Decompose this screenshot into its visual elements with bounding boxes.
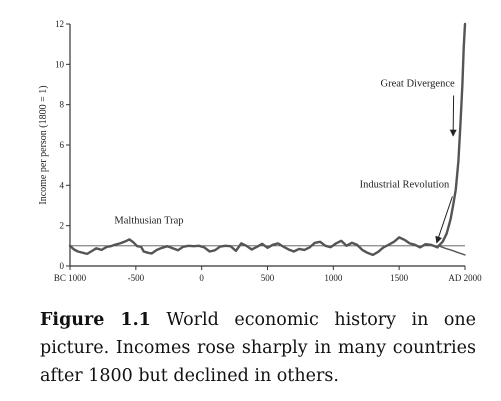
caption-text: World economic history in one picture. I… bbox=[40, 310, 476, 386]
y-tick-label: 2 bbox=[60, 221, 65, 231]
annotation-label: Great Divergence bbox=[381, 79, 455, 90]
series-line-1 bbox=[68, 236, 440, 257]
x-tick-label: 500 bbox=[261, 273, 275, 283]
y-tick-label: 12 bbox=[55, 19, 64, 29]
y-tick-label: 10 bbox=[55, 59, 65, 69]
annotation-label: Industrial Revolution bbox=[360, 179, 450, 190]
x-tick-label: -500 bbox=[128, 273, 145, 283]
x-tick-label: 0 bbox=[199, 273, 204, 283]
x-tick-label: 1500 bbox=[390, 273, 409, 283]
y-tick-label: 6 bbox=[60, 140, 65, 150]
y-tick-label: 4 bbox=[60, 180, 65, 190]
annotation-label: Malthusian Trap bbox=[114, 216, 183, 227]
y-tick-label: 8 bbox=[60, 100, 65, 110]
x-tick-label: AD 2000 bbox=[448, 273, 482, 283]
chart: 0 2 4 6 8 10 12 BC 1000 -500 0 500 1000 1500 AD 2000 I… bbox=[38, 19, 482, 283]
series-line-3 bbox=[438, 245, 466, 256]
annotation-arrow bbox=[435, 196, 453, 244]
x-tick-label: BC 1000 bbox=[54, 273, 87, 283]
x-tick-label: 1000 bbox=[324, 273, 343, 283]
series-line-2 bbox=[437, 22, 467, 248]
figure-caption: Figure 1.1 World economic history in one… bbox=[40, 306, 476, 390]
y-tick-label: 0 bbox=[60, 261, 65, 271]
caption-lead: Figure 1.1 bbox=[40, 310, 151, 330]
y-axis-title: Income per person (1800 = 1) bbox=[38, 85, 49, 204]
